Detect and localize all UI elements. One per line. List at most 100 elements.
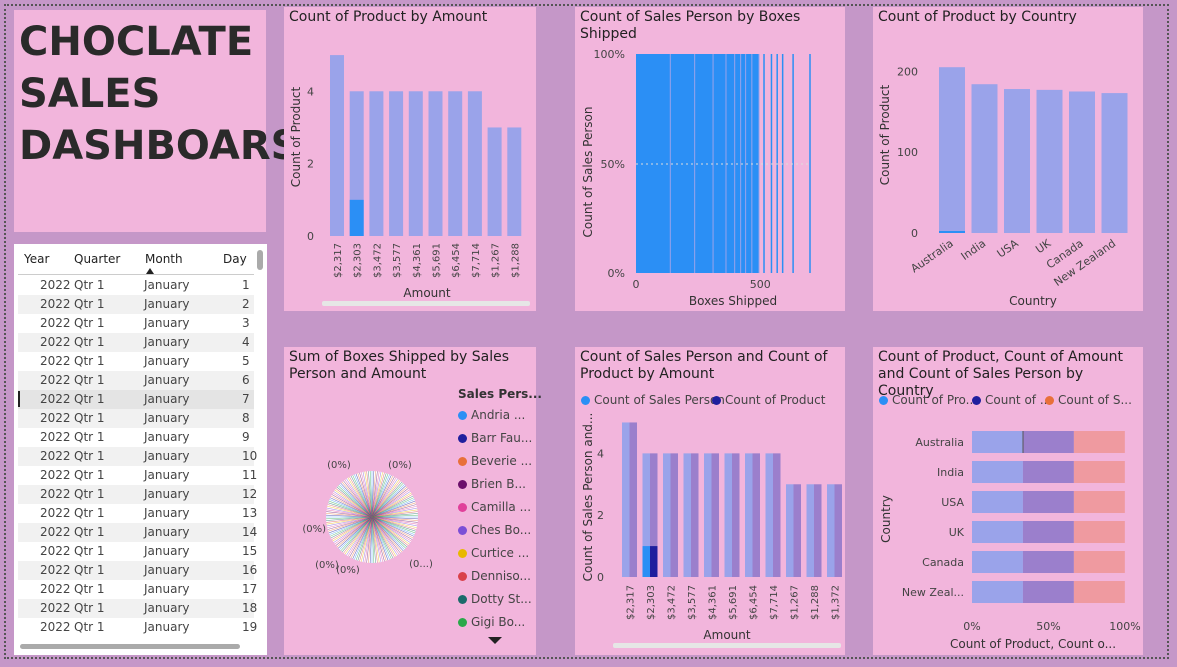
vertical-scrollbar[interactable] <box>257 250 263 270</box>
x-tick-label: $6,454 <box>451 243 462 278</box>
pie-slice <box>371 516 406 549</box>
table-cell: 2022 <box>40 392 71 406</box>
table-row[interactable]: 2022 Qtr 1 January 7 <box>18 390 254 409</box>
table-cell: 18 <box>242 601 258 615</box>
pie-slice <box>341 481 373 518</box>
table-cell: Qtr 1 <box>74 582 105 596</box>
table-row[interactable]: 2022 Qtr 1 January 4 <box>18 333 254 352</box>
column-header-year[interactable]: Year <box>24 252 50 266</box>
table-row[interactable]: 2022 Qtr 1 January 1 <box>18 276 254 295</box>
chart-product-by-country[interactable]: Count of Product by Country 0 100 200 Austr… <box>873 7 1143 311</box>
chart-product-amount-salesperson-by-country[interactable]: Count of Product, Count of Amount and Co… <box>873 347 1143 655</box>
x-tick-label: $1,288 <box>810 585 821 620</box>
table-row[interactable]: 2022 Qtr 1 January 13 <box>18 504 257 523</box>
legend-dot <box>458 457 467 466</box>
pie-slice <box>371 494 413 518</box>
legend-item[interactable]: Gigi Bo... <box>458 615 525 629</box>
legend-label: Camilla ... <box>471 500 532 514</box>
table-row[interactable]: 2022 Qtr 1 January 5 <box>18 352 254 371</box>
legend-item[interactable]: Denniso... <box>458 569 531 583</box>
table-header: Year Quarter Month Day <box>18 250 254 275</box>
table-row[interactable]: 2022 Qtr 1 January 2 <box>18 295 254 314</box>
bar-series-1 <box>724 453 732 577</box>
bar <box>428 91 443 236</box>
table-row[interactable]: 2022 Qtr 1 January 19 <box>18 618 257 637</box>
y-tick-label: 200 <box>897 65 918 78</box>
table-cell: 2022 <box>40 525 71 539</box>
table-cell: Qtr 1 <box>74 601 105 615</box>
table-row[interactable]: 2022 Qtr 1 January 9 <box>18 428 254 447</box>
column-header-month[interactable]: Month <box>145 252 183 266</box>
table-row[interactable]: 2022 Qtr 1 January 15 <box>18 542 257 561</box>
pie-slice <box>352 475 373 518</box>
column-header-quarter[interactable]: Quarter <box>74 252 121 266</box>
bar-segment <box>1022 551 1074 573</box>
chart-salesperson-product-by-amount[interactable]: Count of Sales Person and Count of Produ… <box>575 347 845 655</box>
table-row[interactable]: 2022 Qtr 1 January 3 <box>18 314 254 333</box>
pie-slice <box>371 516 387 561</box>
bar-segment <box>1073 491 1125 513</box>
legend-item[interactable]: Curtice ... <box>458 546 529 560</box>
y-tick-label: USA <box>941 496 964 509</box>
chart-title: Count of Product by Amount <box>289 9 488 25</box>
pie-slice <box>371 475 392 518</box>
legend-item[interactable]: Beverie ... <box>458 454 532 468</box>
pie-slice <box>355 516 373 561</box>
pie-slice <box>366 516 373 563</box>
chart-product-by-amount[interactable]: Count of Product by Amount 0 2 4 $2,317 $2,3… <box>284 7 536 311</box>
table-cell: Qtr 1 <box>74 449 105 463</box>
legend-item[interactable]: Barr Fau... <box>458 431 532 445</box>
legend-scroll-down-icon[interactable] <box>488 637 502 645</box>
chart-salesperson-by-boxes[interactable]: Count of Sales Person by Boxes Shipped 0… <box>575 7 845 311</box>
legend-item[interactable]: Dotty St... <box>458 592 532 606</box>
table-cell: 2022 <box>40 335 71 349</box>
legend-label: Andria ... <box>471 408 526 422</box>
table-row[interactable]: 2022 Qtr 1 January 11 <box>18 466 257 485</box>
chart-boxes-by-salesperson-amount[interactable]: Sum of Boxes Shipped by Sales Person and… <box>284 347 542 655</box>
pie-slice <box>350 475 373 518</box>
bar-segment <box>972 581 1023 603</box>
pie-slice <box>371 516 384 562</box>
bar-series-2 <box>752 453 760 577</box>
table-row[interactable]: 2022 Qtr 1 January 14 <box>18 523 257 542</box>
pie-slice <box>327 516 373 529</box>
column-header-day[interactable]: Day <box>223 252 247 266</box>
table-row[interactable]: 2022 Qtr 1 January 8 <box>18 409 254 428</box>
pie-slice <box>371 513 418 518</box>
table-row[interactable]: 2022 Qtr 1 January 10 <box>18 447 258 466</box>
pie-slice <box>371 472 385 518</box>
table-cell: 10 <box>242 449 258 463</box>
x-tick-label: $2,317 <box>626 585 637 620</box>
pie-slice <box>371 516 413 540</box>
y-tick-label: 100 <box>897 146 918 159</box>
pie-slice <box>327 504 373 518</box>
bar-series-1 <box>622 422 630 577</box>
legend-item[interactable]: Camilla ... <box>458 500 531 514</box>
bar-highlight <box>642 546 650 577</box>
legend-item[interactable]: Andria ... <box>458 408 525 422</box>
date-table[interactable]: Year Quarter Month Day 2022 Qtr 1 January 1… <box>14 244 267 655</box>
x-axis-title: Country <box>1009 294 1057 308</box>
legend-item[interactable]: Brien B... <box>458 477 526 491</box>
table-cell: Qtr 1 <box>74 468 105 482</box>
table-row[interactable]: 2022 Qtr 1 January 17 <box>18 580 257 599</box>
table-row[interactable]: 2022 Qtr 1 January 12 <box>18 485 257 504</box>
table-row[interactable]: 2022 Qtr 1 January 16 <box>18 561 257 580</box>
horizontal-scrollbar[interactable] <box>20 644 240 649</box>
table-cell: January <box>144 297 190 311</box>
sort-ascending-icon <box>146 268 154 274</box>
table-row[interactable]: 2022 Qtr 1 January 6 <box>18 371 254 390</box>
legend-item[interactable]: Ches Bo... <box>458 523 531 537</box>
bar <box>330 55 344 236</box>
y-tick-label: 100% <box>594 48 625 61</box>
pie-slice <box>371 511 418 518</box>
table-row[interactable]: 2022 Qtr 1 January 18 <box>18 599 258 618</box>
pie-slice <box>326 509 373 518</box>
x-tick-label: $2,303 <box>353 243 364 278</box>
bar-series-2 <box>834 484 842 577</box>
pie-slice <box>343 480 373 518</box>
table-cell: Qtr 1 <box>74 335 105 349</box>
x-tick-label: $5,691 <box>728 585 739 620</box>
legend-dot <box>458 526 467 535</box>
bar-segment <box>972 461 1023 483</box>
